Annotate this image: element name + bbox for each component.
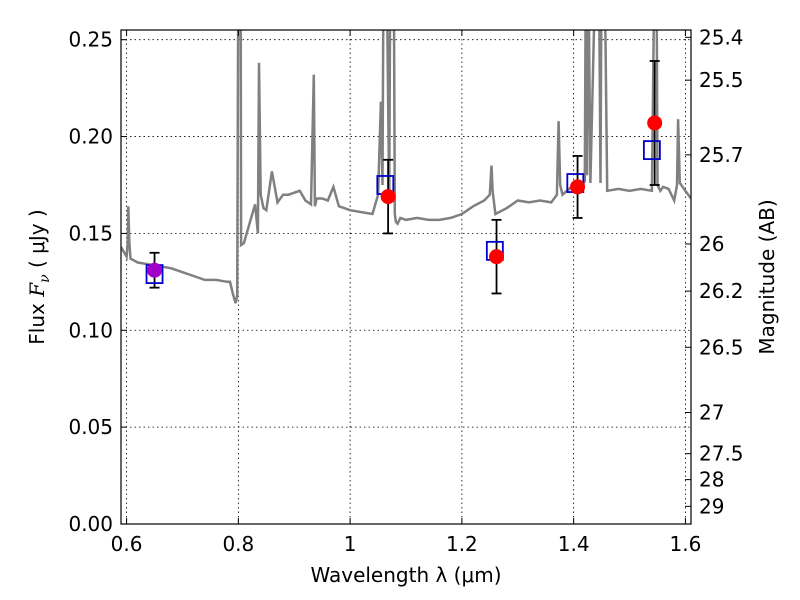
right-tick-label: 25.4 bbox=[699, 25, 744, 49]
y-tick-label: 0.00 bbox=[68, 512, 113, 536]
y-tick-label: 0.05 bbox=[68, 415, 113, 439]
x-tick-label: 1.6 bbox=[670, 532, 702, 556]
right-tick-label: 26.2 bbox=[699, 279, 744, 303]
x-tick-label: 1.2 bbox=[446, 532, 478, 556]
y-axis-label: Flux Fν ( μJy ) bbox=[25, 209, 53, 344]
model-spectrum-line bbox=[121, 30, 691, 304]
right-axis-label: Magnitude (AB) bbox=[755, 199, 779, 354]
observed-point bbox=[647, 115, 663, 131]
x-tick-label: 1 bbox=[344, 532, 357, 556]
right-tick-label: 25.5 bbox=[699, 68, 744, 92]
model-photometry-markers bbox=[145, 140, 661, 284]
plot-frame bbox=[120, 29, 692, 525]
right-tick-label: 25.7 bbox=[699, 143, 744, 167]
y-tick-label: 0.10 bbox=[68, 318, 113, 342]
x-tick-label: 1.4 bbox=[558, 532, 590, 556]
right-tick-label: 26.5 bbox=[699, 335, 744, 359]
right-tick-label: 28 bbox=[699, 468, 724, 492]
observed-point bbox=[380, 189, 396, 205]
x-tick-label: 0.8 bbox=[222, 532, 254, 556]
x-axis-ticks: 0.6 0.8 1 1.2 1.4 1.6 bbox=[111, 30, 702, 556]
y-tick-label: 0.20 bbox=[68, 125, 113, 149]
y-tick-label: 0.25 bbox=[68, 28, 113, 52]
plot-area bbox=[121, 30, 691, 304]
right-tick-label: 27.5 bbox=[699, 442, 744, 466]
x-tick-label: 0.6 bbox=[111, 532, 143, 556]
right-tick-label: 27 bbox=[699, 401, 724, 425]
y-axis-ticks: 0.00 0.05 0.10 0.15 0.20 0.25 bbox=[68, 28, 127, 536]
right-tick-label: 29 bbox=[699, 494, 724, 518]
y-tick-label: 0.15 bbox=[68, 221, 113, 245]
observed-point bbox=[489, 249, 505, 265]
observed-point bbox=[570, 179, 586, 195]
x-axis-label: Wavelength λ (μm) bbox=[310, 563, 501, 587]
right-tick-label: 26 bbox=[699, 232, 724, 256]
observed-photometry-markers bbox=[147, 115, 663, 278]
observed-point bbox=[147, 262, 163, 278]
model-marker bbox=[642, 140, 661, 161]
